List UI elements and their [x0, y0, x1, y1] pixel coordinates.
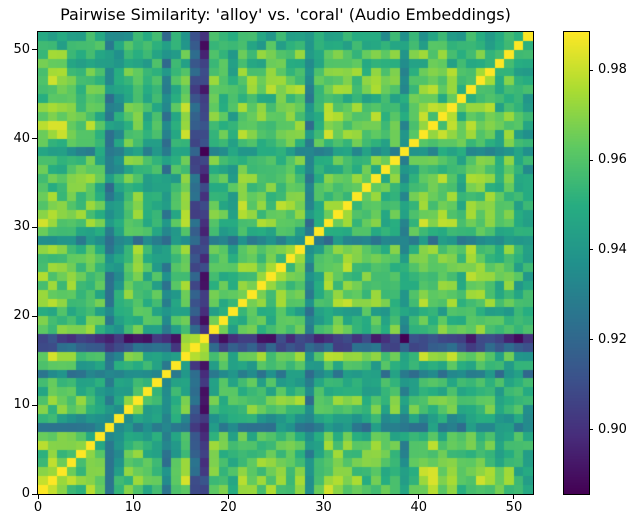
- colorbar-tick-label: 0.94: [598, 241, 627, 257]
- x-tick-label: 40: [410, 500, 428, 515]
- y-tick-mark: [32, 493, 37, 495]
- colorbar-tick-mark: [589, 159, 593, 161]
- y-tick-label: 20: [13, 308, 30, 324]
- x-tick-mark: [132, 494, 134, 499]
- colorbar-tick-mark: [589, 69, 593, 71]
- x-tick-mark: [227, 494, 229, 499]
- colorbar-tick-label: 0.92: [598, 331, 627, 347]
- x-tick-label: 50: [505, 500, 523, 515]
- y-tick-label: 50: [13, 41, 30, 57]
- colorbar-tick-mark: [589, 249, 593, 251]
- colorbar-tick-label: 0.98: [598, 62, 627, 78]
- x-tick-label: 30: [315, 500, 332, 515]
- y-tick-label: 10: [13, 397, 30, 413]
- y-tick-mark: [32, 49, 37, 51]
- x-tick-mark: [513, 494, 515, 499]
- x-tick-label: 20: [220, 500, 237, 515]
- x-tick-label: 10: [124, 500, 142, 515]
- heatmap-image: [37, 31, 534, 495]
- y-tick-mark: [32, 315, 37, 317]
- colorbar-tick-mark: [589, 429, 593, 431]
- y-tick-label: 0: [21, 486, 30, 501]
- colorbar-tick-mark: [589, 339, 593, 341]
- colorbar-tick-label: 0.96: [598, 152, 627, 168]
- colorbar-tick-label: 0.90: [598, 421, 627, 437]
- y-tick-label: 40: [13, 130, 30, 146]
- x-tick-label: 0: [33, 500, 43, 515]
- x-tick-mark: [323, 494, 325, 499]
- y-tick-mark: [32, 226, 37, 228]
- y-tick-label: 30: [13, 219, 30, 235]
- x-tick-mark: [418, 494, 420, 499]
- chart-title: Pairwise Similarity: 'alloy' vs. 'coral'…: [60, 5, 511, 24]
- y-tick-mark: [32, 138, 37, 140]
- y-tick-mark: [32, 404, 37, 406]
- colorbar-gradient: [563, 31, 590, 495]
- x-tick-mark: [37, 494, 39, 499]
